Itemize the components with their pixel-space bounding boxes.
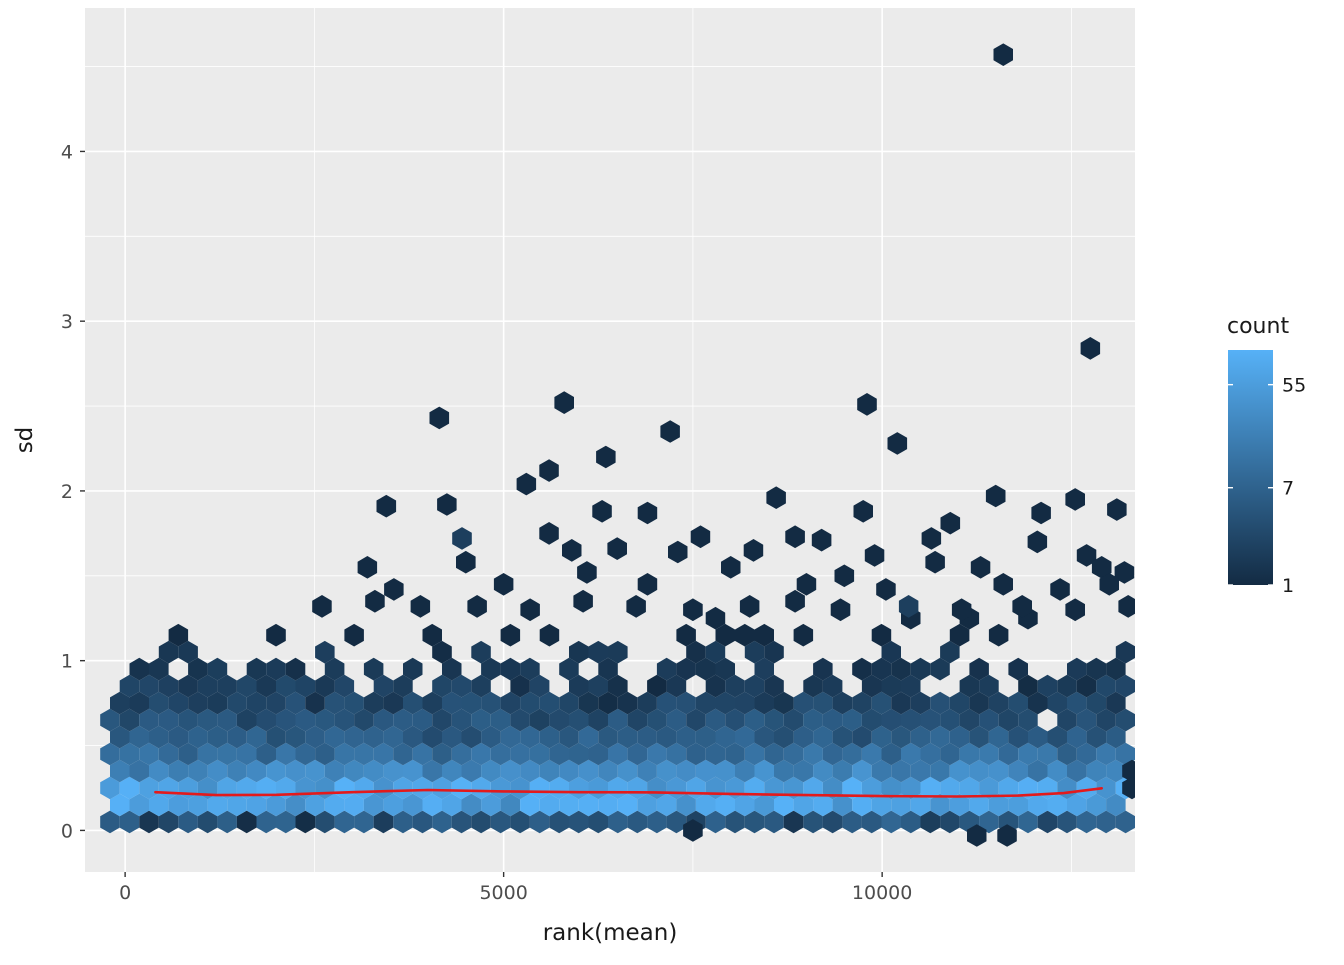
svg-text:0: 0 xyxy=(119,882,131,904)
y-axis: 0 1 2 3 4 xyxy=(61,141,85,842)
svg-text:55: 55 xyxy=(1282,375,1306,397)
hex-layer xyxy=(100,43,1135,847)
x-axis: 0 5000 10000 xyxy=(119,872,912,904)
legend: count 55 7 1 xyxy=(1227,314,1306,597)
svg-text:10000: 10000 xyxy=(852,882,912,904)
svg-text:1: 1 xyxy=(1282,575,1294,597)
svg-text:1: 1 xyxy=(61,651,73,673)
legend-title: count xyxy=(1227,314,1289,339)
svg-text:4: 4 xyxy=(61,141,73,163)
svg-text:2: 2 xyxy=(61,481,73,503)
y-axis-title: sd xyxy=(12,427,38,454)
smooth-line xyxy=(154,786,1103,798)
svg-text:5000: 5000 xyxy=(479,882,527,904)
svg-text:3: 3 xyxy=(61,311,73,333)
svg-text:0: 0 xyxy=(61,820,73,842)
svg-text:7: 7 xyxy=(1282,478,1294,500)
x-axis-title: rank(mean) xyxy=(543,920,678,946)
